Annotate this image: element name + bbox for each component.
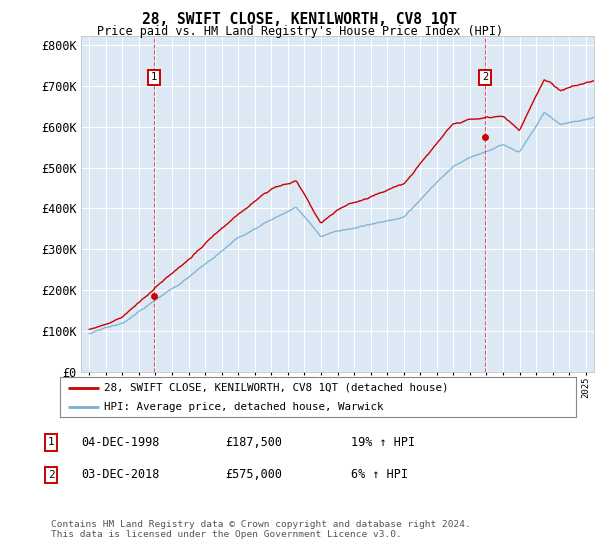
Text: HPI: Average price, detached house, Warwick: HPI: Average price, detached house, Warw… (104, 402, 383, 412)
Text: 6% ↑ HPI: 6% ↑ HPI (351, 468, 408, 482)
Text: £575,000: £575,000 (225, 468, 282, 482)
Text: Contains HM Land Registry data © Crown copyright and database right 2024.
This d: Contains HM Land Registry data © Crown c… (51, 520, 471, 539)
Text: 2: 2 (47, 470, 55, 480)
Text: 1: 1 (151, 72, 157, 82)
Text: 28, SWIFT CLOSE, KENILWORTH, CV8 1QT: 28, SWIFT CLOSE, KENILWORTH, CV8 1QT (143, 12, 458, 27)
Text: 1: 1 (47, 437, 55, 447)
Text: 03-DEC-2018: 03-DEC-2018 (81, 468, 160, 482)
Text: 19% ↑ HPI: 19% ↑ HPI (351, 436, 415, 449)
Text: 28, SWIFT CLOSE, KENILWORTH, CV8 1QT (detached house): 28, SWIFT CLOSE, KENILWORTH, CV8 1QT (de… (104, 383, 448, 393)
Text: 04-DEC-1998: 04-DEC-1998 (81, 436, 160, 449)
Text: 2: 2 (482, 72, 488, 82)
Text: Price paid vs. HM Land Registry's House Price Index (HPI): Price paid vs. HM Land Registry's House … (97, 25, 503, 38)
Text: £187,500: £187,500 (225, 436, 282, 449)
